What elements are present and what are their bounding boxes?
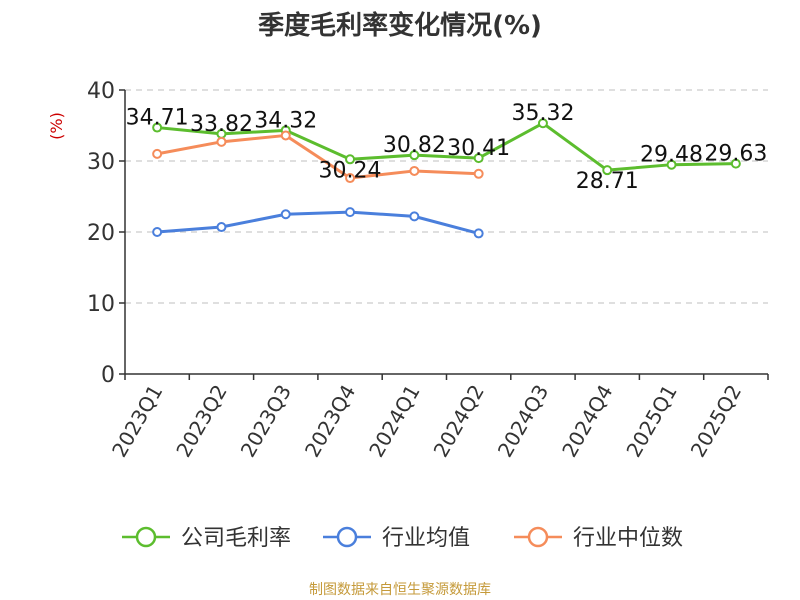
data-label: 30.24 [319,158,382,183]
x-tick-label: 2024Q1 [364,381,424,462]
industry-median-line [156,133,479,180]
data-label: 28.71 [576,169,639,194]
company-margin-legend-label: 公司毛利率 [181,526,291,551]
data-label: 30.41 [447,136,510,161]
x-tick-label: 2023Q1 [107,381,167,462]
industry-mean-point [409,211,420,222]
y-axis-unit: (%) [47,112,66,140]
industry-median-point [216,136,227,147]
industry-median-legend-label: 行业中位数 [573,526,683,551]
y-tick-label: 40 [87,79,115,104]
x-tick-label: 2024Q4 [557,381,617,462]
data-label: 33.82 [190,112,253,137]
industry-mean-legend-label: 行业均值 [382,526,470,551]
source-note: 制图数据来自恒生聚源数据库 [309,582,491,598]
series-lines [156,121,736,235]
x-tick-label: 2023Q2 [171,381,231,462]
data-label: 30.82 [383,133,446,158]
y-tick-label: 20 [87,221,115,246]
industry-mean-point [345,207,356,218]
company-margin-line [157,121,736,172]
industry-mean-point [473,228,484,239]
chart-title: 季度毛利率变化情况(%) [258,10,542,41]
x-tick-label: 2023Q4 [300,381,360,462]
company-margin-point [537,118,548,129]
industry-median-legend-marker [527,526,549,548]
legend: 公司毛利率 行业均值 行业中位数 [122,526,683,551]
industry-median-point [152,148,163,159]
industry-mean-point [152,227,163,237]
company-margin-legend-marker [135,526,157,548]
x-tick-label: 2025Q1 [621,381,681,462]
y-tick-label: 30 [87,150,115,175]
data-label: 29.63 [704,142,767,167]
x-tick-label: 2024Q2 [429,381,489,462]
x-tick-label: 2025Q2 [686,381,746,462]
data-label: 35.32 [511,101,574,126]
y-tick-label: 0 [101,363,115,388]
industry-median-point [473,168,484,179]
industry-median-point [409,165,420,176]
company-margin-point [473,153,484,164]
industry-mean-point [280,209,291,220]
company-margin-point [152,122,163,133]
x-tick-label: 2024Q3 [493,381,553,462]
company-margin-point [666,159,677,170]
data-label: 34.32 [254,108,317,133]
industry-median-point [345,173,356,184]
y-tick-label: 10 [87,292,115,317]
company-margin-point [409,150,420,161]
industry-mean-line [157,210,480,235]
industry-mean-legend-marker [336,526,358,548]
data-label: 34.71 [126,106,189,131]
company-margin-point [345,154,356,165]
industry-mean-point [216,222,227,233]
x-tick-label: 2023Q3 [236,381,296,462]
company-margin-point [602,165,613,176]
data-label: 29.48 [640,143,703,168]
series-points [152,118,741,239]
company-margin-point [730,158,741,169]
grid [125,89,768,304]
industry-median-point [280,130,291,141]
